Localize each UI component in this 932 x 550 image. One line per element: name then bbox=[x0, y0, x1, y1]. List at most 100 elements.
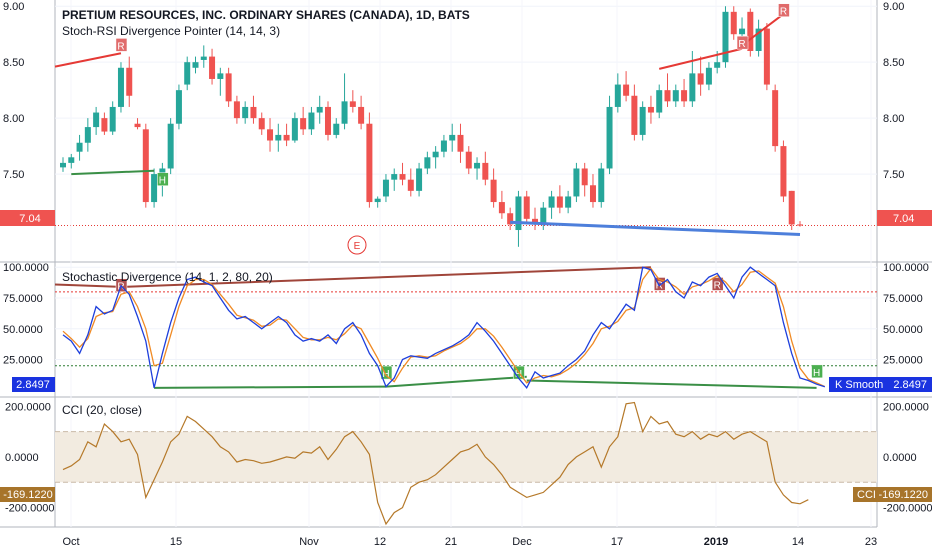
bearish-marker-stoch: R bbox=[711, 277, 724, 291]
stochastic-divergence-lines: R R RH H H bbox=[54, 266, 823, 389]
earnings-marker-label: E bbox=[354, 241, 361, 252]
bearish-divergence-line-price bbox=[54, 52, 122, 68]
bullish-marker: H bbox=[157, 172, 169, 187]
candle-body bbox=[267, 129, 274, 141]
time-tick-label: 17 bbox=[611, 536, 623, 548]
candle-body bbox=[283, 134, 290, 141]
candle-body bbox=[399, 174, 406, 180]
indicator-label: Stoch-RSI Divergence Pointer (14, 14, 3) bbox=[62, 24, 280, 38]
candle-body bbox=[374, 198, 381, 203]
bullish-divergence-line-stoch bbox=[154, 385, 386, 389]
bearish-marker-box bbox=[115, 38, 128, 52]
bearish-marker-stoch-box bbox=[653, 277, 666, 291]
candle-body bbox=[606, 106, 613, 169]
candles-group bbox=[60, 6, 803, 247]
price-tick-left: 7.50 bbox=[3, 169, 24, 181]
cci-tick-left: -200.0000 bbox=[5, 503, 55, 515]
cci-badge-left: -169.1220 bbox=[0, 487, 55, 502]
candle-body bbox=[697, 73, 704, 85]
series-k-smooth-line bbox=[62, 266, 825, 389]
bullish-marker-box bbox=[157, 172, 169, 186]
stochastic-grid bbox=[55, 266, 877, 367]
candle-body bbox=[233, 101, 240, 119]
candle-body bbox=[730, 11, 737, 35]
stochastic-tick-left: 50.0000 bbox=[3, 324, 43, 336]
candle-body bbox=[117, 67, 124, 107]
price-divergence-lines: R R R H bbox=[54, 3, 801, 237]
cci-grid bbox=[55, 431, 877, 483]
candle-body bbox=[647, 106, 654, 113]
bearish-divergence-line-stoch bbox=[120, 266, 651, 288]
series-d-line bbox=[62, 267, 826, 388]
bearish-marker-label: R bbox=[117, 41, 124, 52]
candle-body bbox=[788, 190, 795, 225]
stochastic-tick-right: 75.0000 bbox=[883, 293, 923, 305]
candle-body bbox=[109, 106, 116, 132]
k-smooth-badge-left: 2.8497 bbox=[12, 377, 55, 392]
series-cci-line bbox=[62, 401, 809, 526]
bearish-divergence-line-stoch bbox=[54, 283, 122, 288]
bearish-marker-label: R bbox=[738, 39, 745, 50]
candle-body bbox=[440, 140, 447, 152]
candle-body bbox=[449, 134, 456, 141]
stochastic-tick-left: 100.0000 bbox=[3, 262, 49, 274]
cci-tick-left: 200.0000 bbox=[5, 401, 51, 413]
price-tick-left: 8.50 bbox=[3, 57, 24, 69]
bearish-marker-box bbox=[778, 3, 790, 17]
time-tick-label: Oct bbox=[62, 536, 79, 548]
candle-body bbox=[581, 168, 588, 186]
axis-labels: 9.00 9.00 8.50 8.50 8.00 8.00 7.50 7.50 100.0000… bbox=[3, 1, 932, 514]
candle-body bbox=[142, 129, 149, 203]
candle-body bbox=[68, 157, 75, 163]
candle-body bbox=[705, 67, 712, 85]
earnings-marker[interactable]: E bbox=[347, 235, 367, 255]
candle-body bbox=[474, 162, 481, 169]
stochastic-tick-left: 75.0000 bbox=[3, 293, 43, 305]
candle-body bbox=[432, 151, 439, 158]
candle-body bbox=[217, 73, 224, 79]
stochastic-tick-right: 100.0000 bbox=[883, 262, 929, 274]
candle-body bbox=[291, 118, 298, 141]
candle-body bbox=[639, 106, 646, 135]
candle-body bbox=[532, 218, 539, 225]
candle-body bbox=[623, 84, 630, 96]
bearish-marker-stoch-box bbox=[711, 277, 724, 291]
time-tick-label: 15 bbox=[170, 536, 182, 548]
bullish-divergence-line-price bbox=[71, 169, 155, 176]
candle-body bbox=[184, 62, 191, 85]
hidden-divergence-line-price bbox=[510, 220, 801, 237]
time-tick-label: Nov bbox=[299, 536, 319, 548]
candle-body bbox=[93, 112, 100, 128]
bearish-marker-stoch-label: R bbox=[714, 280, 721, 291]
candle-body bbox=[341, 101, 348, 124]
cci-title: CCI (20, close) bbox=[62, 403, 142, 417]
candle-body bbox=[589, 185, 596, 203]
candle-body bbox=[366, 123, 373, 203]
candle-body bbox=[556, 196, 563, 208]
last-price-badge-left: 7.04 bbox=[0, 210, 55, 226]
cci-tick-right: 0.0000 bbox=[883, 452, 917, 464]
bullish-marker-label: H bbox=[159, 176, 166, 187]
time-tick-label: Dec bbox=[512, 536, 532, 548]
candle-body bbox=[780, 146, 787, 197]
candle-body bbox=[507, 213, 514, 225]
candle-body bbox=[101, 118, 108, 132]
time-axis: Oct 15 Nov 12 21 Dec 17 2019 14 23 bbox=[62, 536, 877, 548]
candle-body bbox=[565, 196, 572, 208]
candle-body bbox=[482, 162, 489, 180]
candle-body bbox=[134, 123, 141, 128]
stochastic-panel: R R RH H H Stochastic Divergence (14, 1, 2, … bbox=[54, 266, 877, 389]
candle-body bbox=[200, 56, 207, 60]
cci-tick-left: 0.0000 bbox=[5, 452, 39, 464]
stochastic-lines bbox=[62, 266, 826, 389]
last-price-badge-right: 7.04 bbox=[877, 210, 932, 226]
candle-body bbox=[300, 118, 307, 130]
candle-body bbox=[598, 168, 605, 203]
time-tick-label: 14 bbox=[792, 536, 804, 548]
candle-body bbox=[167, 123, 174, 169]
chart-title: PRETIUM RESOURCES, INC. ORDINARY SHARES … bbox=[62, 8, 470, 22]
candle-body bbox=[324, 106, 331, 135]
candle-body bbox=[308, 112, 315, 130]
candle-body bbox=[192, 62, 199, 68]
